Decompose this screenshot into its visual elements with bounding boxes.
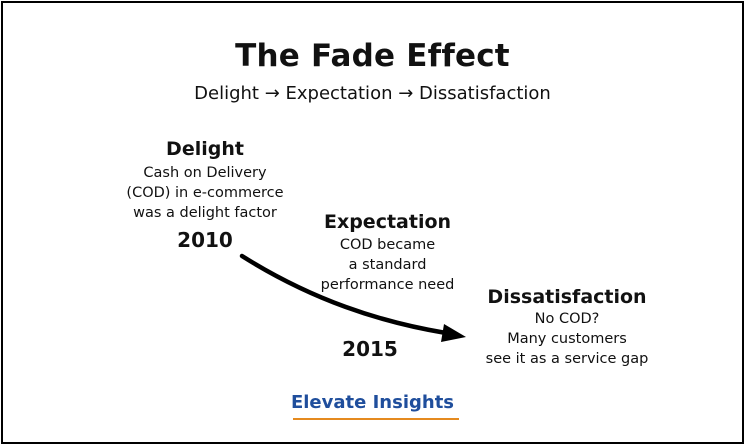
stage-expectation-line: COD became [339,237,436,253]
stage-expectation-title: Expectation [323,211,452,233]
stage-expectation-line: a standard [348,257,427,273]
stage-delight-line: Cash on Delivery [143,165,267,181]
stage-expectation-line: performance need [320,277,455,293]
stage-dissatisfaction-title: Dissatisfaction [487,286,647,308]
arrowhead-icon [441,324,466,342]
year-2010-label: 2010 [177,228,233,252]
diagram-title: The Fade Effect [235,38,510,74]
stage-expectation-description: COD became a standard performance need [290,235,485,295]
stage-delight-description: Cash on Delivery (COD) in e-commerce was… [100,163,310,223]
stage-dissatisfaction-line: see it as a service gap [485,351,649,367]
fade-curve-path [239,253,449,336]
diagram-subtitle: Delight → Expectation → Dissatisfaction [194,83,551,104]
brand-underline [293,418,459,420]
stage-dissatisfaction-line: No COD? [534,311,600,327]
stage-dissatisfaction-description: No COD? Many customers see it as a servi… [457,309,677,369]
stage-delight-line: was a delight factor [133,205,277,221]
stage-delight-title: Delight [166,138,244,160]
year-2015-label: 2015 [342,337,398,361]
stage-delight-line: (COD) in e-commerce [126,185,284,201]
stage-dissatisfaction-line: Many customers [507,331,627,347]
brand-logo-text: Elevate Insights [290,392,455,413]
